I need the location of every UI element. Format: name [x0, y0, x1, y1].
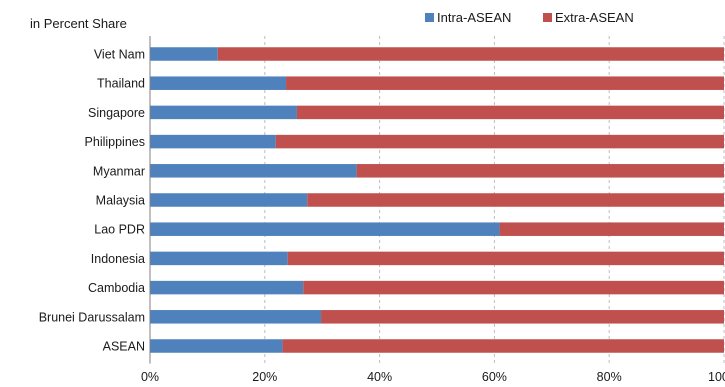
- bar-intra-asean: [150, 280, 304, 295]
- x-tick-label: 0%: [141, 370, 159, 384]
- x-tick-label: 40%: [367, 370, 392, 384]
- bar-intra-asean: [150, 222, 500, 236]
- bar-extra-asean: [321, 310, 724, 324]
- bar-intra-asean: [150, 76, 287, 90]
- bar-intra-asean: [150, 193, 308, 207]
- bar-intra-asean: [150, 339, 283, 353]
- category-label: ASEAN: [103, 340, 145, 354]
- category-label: Cambodia: [88, 281, 145, 295]
- legend-swatch-intra-asean: [425, 13, 434, 22]
- bar-extra-asean: [356, 164, 724, 178]
- bar-extra-asean: [275, 134, 724, 149]
- bar-extra-asean: [286, 76, 724, 90]
- bar-extra-asean: [217, 47, 724, 61]
- bar-intra-asean: [150, 164, 357, 178]
- bar-intra-asean: [150, 134, 276, 149]
- legend: Extra-ASEAN: [543, 10, 634, 25]
- category-label: Philippines: [85, 135, 145, 149]
- category-label: Brunei Darussalam: [39, 310, 145, 324]
- bar-extra-asean: [287, 251, 724, 266]
- bar-extra-asean: [307, 193, 724, 207]
- unit-label: in Percent Share: [30, 16, 127, 31]
- bar-intra-asean: [150, 310, 322, 324]
- bar-intra-asean: [150, 105, 297, 120]
- category-label: Thailand: [97, 77, 145, 91]
- bar-extra-asean: [303, 280, 724, 295]
- legend-label-intra-asean: Intra-ASEAN: [437, 10, 512, 25]
- category-label: Lao PDR: [94, 223, 145, 237]
- category-label: Viet Nam: [94, 48, 145, 62]
- category-label: Myanmar: [93, 164, 145, 178]
- bar-extra-asean: [282, 339, 724, 353]
- bar-intra-asean: [150, 47, 218, 61]
- bar-extra-asean: [296, 105, 724, 120]
- x-tick-label: 20%: [252, 370, 277, 384]
- legend-label-extra-asean: Extra-ASEAN: [555, 10, 634, 25]
- legend-swatch-extra-asean: [543, 13, 552, 22]
- x-tick-label: 100%: [708, 370, 725, 384]
- bar-extra-asean: [499, 222, 724, 236]
- x-tick-label: 60%: [482, 370, 507, 384]
- legend: Intra-ASEAN: [425, 10, 511, 25]
- bar-intra-asean: [150, 251, 288, 266]
- x-tick-label: 80%: [597, 370, 622, 384]
- category-label: Singapore: [88, 106, 145, 120]
- category-label: Indonesia: [91, 252, 145, 266]
- category-label: Malaysia: [96, 194, 145, 208]
